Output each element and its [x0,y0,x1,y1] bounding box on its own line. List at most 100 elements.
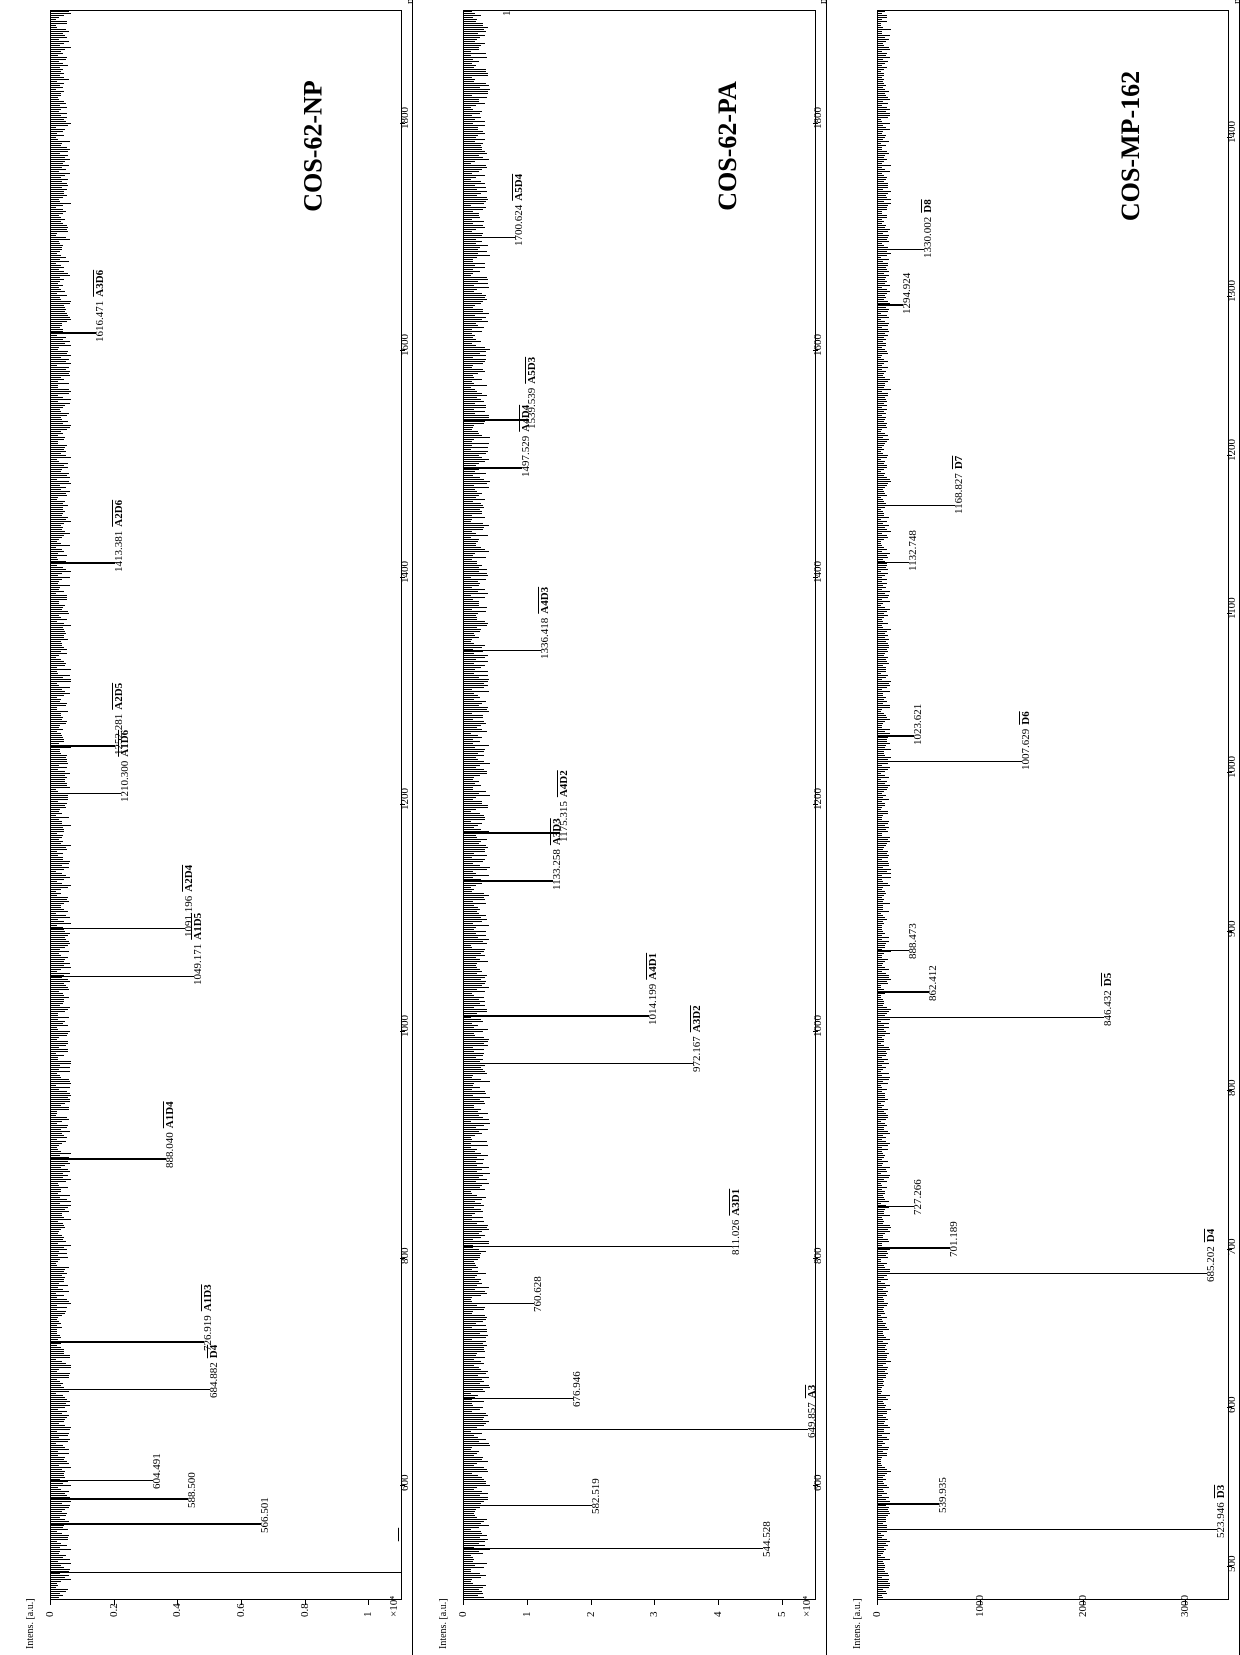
peak-mz-value: 862.412 [927,965,939,1001]
peak-label: 1133.258A3D3 [551,818,563,890]
intensity-tick-label: 5 [776,1612,788,1618]
mz-tick-label: 1400 [399,561,411,583]
peak-label: 1336.418A4D3 [539,587,551,659]
y-axis-np [50,1605,402,1635]
peak-bar [464,1303,534,1305]
intensity-tick-label: 0 [44,1612,56,1618]
panel-title: COS-62-PA [713,81,743,211]
peak-mz-value: 1903.720 [501,10,513,16]
peak-bar [464,1429,808,1431]
peak-name: A1D6 [119,730,131,757]
peak-label: 888.473 [907,924,919,960]
peak-mz-value: 1210.300 [119,761,131,802]
peak-bar [464,650,540,652]
mz-axis-label: m/z [1231,0,1240,4]
peak-name: D6 [1020,711,1032,724]
intensity-axis-label: Intens. [a.u.] [25,1598,36,1649]
peak-name: D4 [1205,1229,1217,1242]
peak-mz-value: 1132.748 [907,531,919,572]
intensity-tick-label: 1 [521,1612,533,1618]
peak-name: A5D4 [513,174,525,201]
peak-bar [464,1548,763,1550]
mz-tick-label: 1300 [1226,280,1238,302]
peak-mz-value: 685.202 [1205,1246,1217,1282]
peak-mz-value: 523.946 [1215,1502,1227,1538]
spectrum-panel-np: 523.690D3566.501588.500604.491684.882D47… [0,0,413,1655]
peak-label: 1700.624A5D4 [513,174,525,246]
plot-area-np: 523.690D3566.501588.500604.491684.882D47… [50,10,402,1600]
peak-label: 1023.621 [912,703,924,744]
peak-mz-value: 1175.315 [558,801,570,842]
spectrum-panel-pa: 544.528582.519649.857A3676.946760.628811… [413,0,826,1655]
peak-bar [878,1247,950,1249]
intensity-exponent: ×10⁴ [801,1596,813,1617]
peak-label: 676.946 [571,1372,583,1408]
peak-bar [51,976,194,978]
peak-mz-value: 972.167 [691,1037,703,1073]
panel-title: COS-MP-162 [1116,71,1146,221]
peak-name: A1D3 [202,1284,214,1311]
panel-title: COS-62-NP [299,80,329,211]
mz-tick-label: 800 [1226,1079,1238,1096]
intensity-tick-label: 0 [457,1612,469,1618]
mz-tick-label: 1800 [399,107,411,129]
peak-bar [878,249,924,251]
peak-bar [464,1505,591,1507]
peak-label: 588.500 [186,1472,198,1508]
peak-label: 1616.471A3D6 [94,269,106,341]
intensity-tick-label: 0 [871,1612,883,1618]
peak-name: A1D4 [164,1101,176,1128]
peak-mz-value: 1497.529 [520,435,532,476]
peak-name: A4D4 [520,404,532,431]
peak-bar [464,1246,731,1248]
peak-label: 1413.381A2D6 [113,500,125,572]
peak-label: 727.266 [912,1180,924,1216]
intensity-tick-label: 0.2 [108,1603,120,1617]
intensity-tick-label: 2000 [1077,1595,1089,1617]
peak-name: A3D2 [691,1006,703,1033]
mz-tick-label: 800 [812,1247,824,1264]
peak-bar [464,1398,572,1400]
intensity-tick-label: 4 [712,1612,724,1618]
peak-name: A4D3 [539,587,551,614]
peak-mz-value: 684.882 [208,1363,220,1399]
peak-label: 1210.300 A1D6 [119,730,131,802]
peak-bar [464,880,553,882]
mz-tick-label: 1600 [399,334,411,356]
peak-mz-value: 604.491 [151,1454,163,1490]
peak-mz-value: 888.040 [164,1132,176,1168]
mz-tick-label: 600 [399,1474,411,1491]
peak-bar [51,1523,261,1525]
peak-bar [878,505,955,507]
peak-mz-value: 582.519 [590,1479,602,1515]
peak-mz-value: 1014.199 [647,984,659,1025]
peak-name: A2D6 [113,500,125,527]
plot-area-pa: 544.528582.519649.857A3676.946760.628811… [463,10,815,1600]
intensity-tick-label: 1 [362,1612,374,1618]
peak-mz-value: 566.501 [259,1497,271,1533]
peak-label: 539.935 [937,1477,949,1513]
peak-mz-value: 544.528 [761,1522,773,1558]
mz-tick-label: 500 [1226,1556,1238,1573]
peak-bar [878,1529,1218,1531]
peak-mz-value: 1294.924 [901,273,913,314]
peak-mz-value: 760.628 [532,1277,544,1313]
peak-bar [51,1341,204,1343]
peak-label: 1903.720A6D4 [501,10,513,16]
peak-bar [878,1503,940,1505]
peak-mz-value: 846.432 [1102,990,1114,1026]
peak-bar [51,332,96,334]
peak-label: 582.519 [590,1479,602,1515]
peak-bar [51,562,115,564]
peak-bar [51,1389,210,1391]
mz-tick-label: 600 [812,1474,824,1491]
mz-tick-label: 1100 [1226,598,1238,620]
peak-mz-value: 727.266 [912,1180,924,1216]
peak-name: D8 [922,199,934,212]
peak-mz-value: 649.857 [806,1402,816,1438]
peak-bar [878,1206,914,1208]
peak-bar [51,928,185,930]
peak-label: 701.189 [948,1221,960,1257]
mz-tick-label: 1800 [812,107,824,129]
peak-label: 1175.315A4D2 [558,770,570,842]
